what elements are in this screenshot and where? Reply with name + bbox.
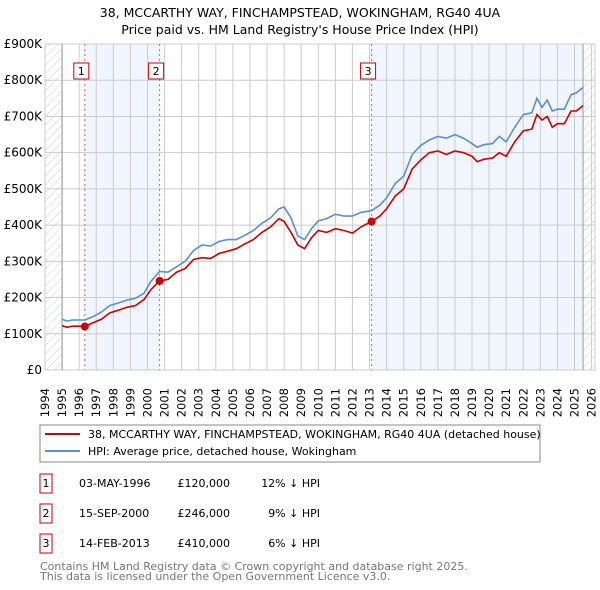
sale-row-date: 03-MAY-1996 [79,477,151,490]
x-tick-label: 2020 [482,388,496,417]
property-price-line [61,104,584,329]
x-tick-label: 2001 [158,388,172,417]
sale-row-hpi-diff: 9% ↓ HPI [268,507,320,520]
y-tick-label: £900K [4,37,44,51]
sale-row-badge [39,503,53,524]
y-tick-label: £600K [4,146,44,160]
legend-box [39,424,541,463]
x-tick-label: 2008 [277,388,291,417]
legend-label-property: 38, MCCARTHY WAY, FINCHAMPSTEAD, WOKINGH… [88,428,541,441]
y-tick-label: £400K [4,218,44,232]
x-tick-label: 2007 [260,388,274,417]
sale-point-1 [80,322,89,331]
x-tick-label: 2025 [568,388,582,417]
y-tick-label: £700K [4,109,44,123]
sale-row-date: 14-FEB-2013 [79,537,150,550]
x-tick-label: 2019 [465,388,479,417]
x-tick-label: 1997 [89,388,103,417]
x-tick-label: 2014 [380,388,394,417]
sale-row-price: £410,000 [178,537,231,550]
x-tick-label: 2015 [397,388,411,417]
x-tick-label: 1994 [38,388,52,417]
plot-border [44,43,596,371]
no-data-hatch-left [45,44,63,370]
x-tick-label: 2010 [311,388,325,417]
y-tick-label: £100K [4,327,44,341]
x-tick-label: 2021 [499,388,513,417]
x-tick-label: 2016 [414,388,428,417]
x-tick-label: 1998 [106,388,120,417]
x-tick-label: 2012 [345,388,359,417]
sale-marker-box-1 [73,62,90,80]
sale-row-badge [39,533,53,554]
x-tick-label: 2023 [533,388,547,417]
x-tick-label: 2002 [175,388,189,417]
sale-marker-label-2: 2 [153,65,160,78]
x-tick-label: 2005 [226,388,240,417]
x-tick-label: 2000 [140,388,154,417]
legend-label-hpi: HPI: Average price, detached house, Woki… [88,445,356,458]
sale-row-price: £246,000 [178,507,231,520]
ownership-shade [371,44,584,370]
chart-subtitle: Price paid vs. HM Land Registry's House … [121,22,478,37]
sale-row-number: 2 [43,507,50,520]
footer-licence: This data is licensed under the Open Gov… [39,570,390,583]
x-tick-label: 2018 [448,388,462,417]
x-tick-label: 2013 [363,388,377,417]
y-tick-label: £0 [27,363,42,377]
sale-row-number: 1 [43,477,50,490]
chart-title: 38, MCCARTHY WAY, FINCHAMPSTEAD, WOKINGH… [100,5,501,20]
no-data-hatch-right [583,44,595,370]
x-tick-label: 2011 [328,388,342,417]
x-tick-label: 2003 [192,388,206,417]
sale-row-hpi-diff: 12% ↓ HPI [261,477,320,490]
sale-row-badge [39,473,53,494]
x-tick-label: 2024 [550,388,564,417]
sale-row-price: £120,000 [178,477,231,490]
x-tick-label: 2022 [516,388,530,417]
sale-row-date: 15-SEP-2000 [79,507,149,520]
x-tick-label: 1995 [55,388,69,417]
footer-copyright: Contains HM Land Registry data © Crown c… [40,560,468,573]
sale-marker-label-3: 3 [365,65,372,78]
sale-row-hpi-diff: 6% ↓ HPI [268,537,320,550]
sale-row-number: 3 [43,537,50,550]
x-tick-label: 2006 [243,388,257,417]
x-tick-label: 2017 [431,388,445,417]
sale-marker-label-1: 1 [78,65,85,78]
x-tick-label: 2026 [585,388,599,417]
y-tick-label: £200K [4,291,44,305]
x-tick-label: 1999 [123,388,137,417]
x-tick-label: 2004 [209,388,223,417]
y-tick-label: £800K [4,73,44,87]
y-tick-label: £500K [4,182,44,196]
sale-point-2 [155,276,164,285]
x-tick-label: 1996 [72,388,86,417]
sale-marker-box-2 [148,62,165,80]
x-tick-label: 2009 [294,388,308,417]
hpi-line [61,86,584,322]
sale-point-3 [367,217,376,226]
sale-marker-box-3 [360,62,377,80]
y-tick-label: £300K [4,254,44,268]
